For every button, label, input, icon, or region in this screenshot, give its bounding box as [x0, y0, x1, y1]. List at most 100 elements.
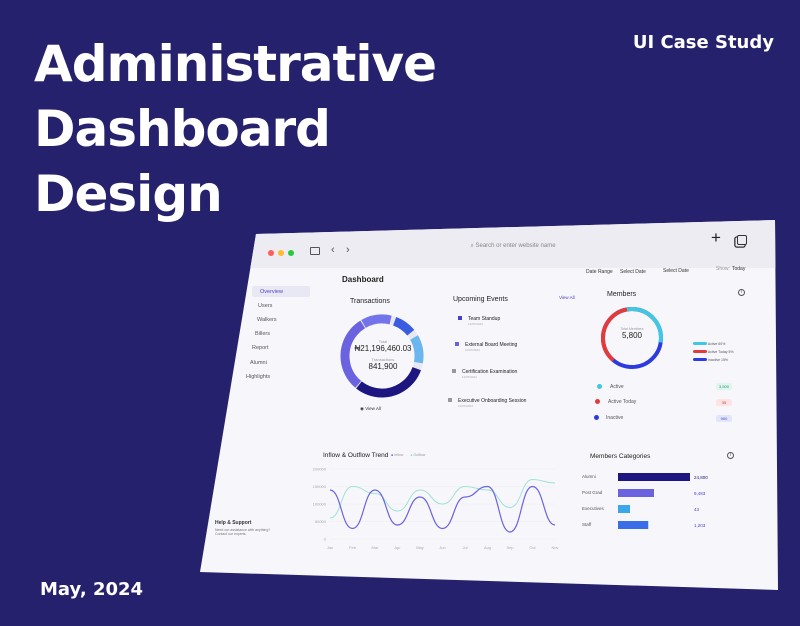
event-name[interactable]: Executive Onboarding Session: [458, 398, 527, 404]
y-tick-label: 0: [324, 537, 327, 542]
x-tick-label: Jun: [439, 545, 445, 550]
close-window-dot[interactable]: [268, 250, 274, 256]
category-label: Post Grad: [582, 490, 603, 495]
tabs-overview-icon[interactable]: [737, 235, 747, 245]
event-date: 11/07/2024: [465, 348, 480, 352]
category-value-label: 1,203: [694, 523, 706, 528]
status-dot: [594, 415, 599, 420]
status-name: Inactive: [606, 415, 624, 421]
category-bar: [618, 521, 649, 529]
legend-label: Active: [707, 342, 718, 346]
category-label: Staff: [582, 522, 592, 527]
page-title: Dashboard: [342, 275, 384, 284]
y-tick-label: 200000: [313, 467, 327, 472]
sidebar-item-walkers[interactable]: Walkers: [257, 317, 277, 323]
sidebar-item-report[interactable]: Report: [252, 345, 269, 351]
members-title: Members: [607, 291, 637, 298]
event-date: 11/07/2024: [462, 375, 477, 379]
event-name[interactable]: Team Standup: [468, 316, 501, 322]
legend-swatch: [693, 358, 707, 361]
x-tick-label: Feb: [349, 545, 357, 550]
hero-title-line-1: Administrative: [34, 35, 437, 93]
sidebar-toggle-icon[interactable]: [310, 247, 320, 255]
transactions-view-all-label: View All: [365, 406, 381, 411]
show-label: Show:: [716, 266, 730, 272]
sidebar-active-bg: [252, 286, 310, 297]
sidebar-item-highlights[interactable]: Highlights: [246, 374, 271, 380]
hero-title-line-3: Design: [34, 165, 223, 223]
maximize-window-dot[interactable]: [288, 250, 294, 256]
categories-bar-chart: Alumni 24,800 Post Grad 9,483 Executives 43 St…: [582, 473, 708, 529]
category-value-label: 43: [694, 507, 700, 512]
x-tick-label: Mar: [372, 545, 380, 550]
sidebar-item-alumni[interactable]: Alumni: [250, 360, 267, 366]
transactions-view-all[interactable]: ◉ View All: [360, 406, 381, 412]
members-info-icon[interactable]: i: [738, 289, 745, 296]
members-donut-chart: [601, 307, 663, 369]
help-text: Need our assistance with anything? Conta…: [215, 528, 271, 536]
transactions-total-label: Total: [378, 339, 388, 344]
legend-swatch: [693, 342, 707, 345]
event-name[interactable]: External Board Meeting: [465, 342, 518, 348]
status-dot: [597, 384, 602, 389]
sidebar-item-overview[interactable]: Overview: [260, 289, 283, 295]
members-legend-item: Active 60%: [693, 342, 725, 346]
url-bar[interactable]: ⌕ Search or enter website name: [418, 239, 608, 253]
donut-segment-3: [340, 314, 424, 398]
y-tick-label: 50000: [315, 519, 327, 524]
donut-segment-5: [340, 314, 424, 398]
x-tick-label: Nov: [551, 545, 558, 550]
sidebar-item-users[interactable]: Users: [258, 303, 273, 309]
legend-pct: 60%: [718, 342, 726, 346]
x-tick-label: May: [416, 545, 424, 550]
status-badge: 3,500: [716, 383, 732, 390]
members-total-label: Total Members: [620, 327, 644, 331]
trend-line-chart: 200000 150000 100000 50000 0 Jan Feb Mar Apr May…: [313, 467, 559, 551]
help-title: Help & Support: [215, 520, 252, 526]
members-legend-item: Active Today 5%: [693, 350, 734, 354]
status-dot: [595, 399, 600, 404]
members-center: Total Members 5,800: [608, 327, 656, 340]
back-icon[interactable]: ‹: [331, 244, 335, 256]
x-tick-label: Jan: [327, 545, 333, 550]
transactions-donut-chart: [340, 314, 424, 398]
category-bar: [618, 489, 654, 497]
start-date-select[interactable]: Select Date: [620, 269, 646, 275]
donut-segment-4: [340, 314, 424, 398]
trend-legend-inflow: Inflow: [394, 453, 404, 457]
x-tick-label: Apr: [394, 545, 401, 550]
url-placeholder: Search or enter website name: [475, 243, 556, 249]
categories-title: Members Categories: [590, 453, 651, 460]
date-range-label: Date Range: [586, 269, 613, 275]
category-bar: [618, 505, 630, 513]
date-label: May, 2024: [40, 579, 144, 600]
show-select[interactable]: Today: [732, 266, 746, 272]
event-bullet-icon: [455, 342, 459, 346]
search-icon: ⌕: [470, 243, 474, 249]
categories-info-icon[interactable]: i: [727, 452, 734, 459]
sidebar-item-billers[interactable]: Billers: [255, 331, 270, 337]
hero-title: Administrative Dashboard Design: [34, 32, 437, 227]
trend-legend-outflow: Outflow: [413, 453, 426, 457]
end-date-select[interactable]: Select Date: [663, 268, 689, 274]
minimize-window-dot[interactable]: [278, 250, 284, 256]
events-view-all[interactable]: View All: [559, 295, 575, 300]
status-badge: 35: [716, 399, 732, 406]
eye-icon: ◉: [360, 406, 366, 411]
dashboard-mockup: ‹ › ⌕ Search or enter website name + MEN…: [200, 218, 800, 590]
members-total-value: 5,800: [621, 331, 643, 340]
forward-icon[interactable]: ›: [346, 244, 350, 256]
category-value-label: 24,800: [694, 475, 708, 480]
members-legend-item: Inactive 15%: [693, 358, 728, 362]
event-bullet-icon: [448, 398, 452, 402]
browser-toolbar: ‹ › ⌕ Search or enter website name +: [200, 220, 778, 268]
event-name[interactable]: Certification Examination: [462, 369, 518, 375]
trend-legend: ● Inflow ● Outflow: [391, 453, 425, 457]
help-support[interactable]: Help & Support Need our assistance with …: [215, 520, 279, 536]
new-tab-plus-icon[interactable]: +: [711, 228, 721, 247]
hero-title-line-2: Dashboard: [34, 100, 331, 158]
donut-segment-1: [340, 314, 424, 398]
x-tick-label: Sep: [506, 545, 514, 550]
legend-swatch: [693, 350, 707, 353]
legend-dot-icon: ●: [391, 453, 394, 457]
